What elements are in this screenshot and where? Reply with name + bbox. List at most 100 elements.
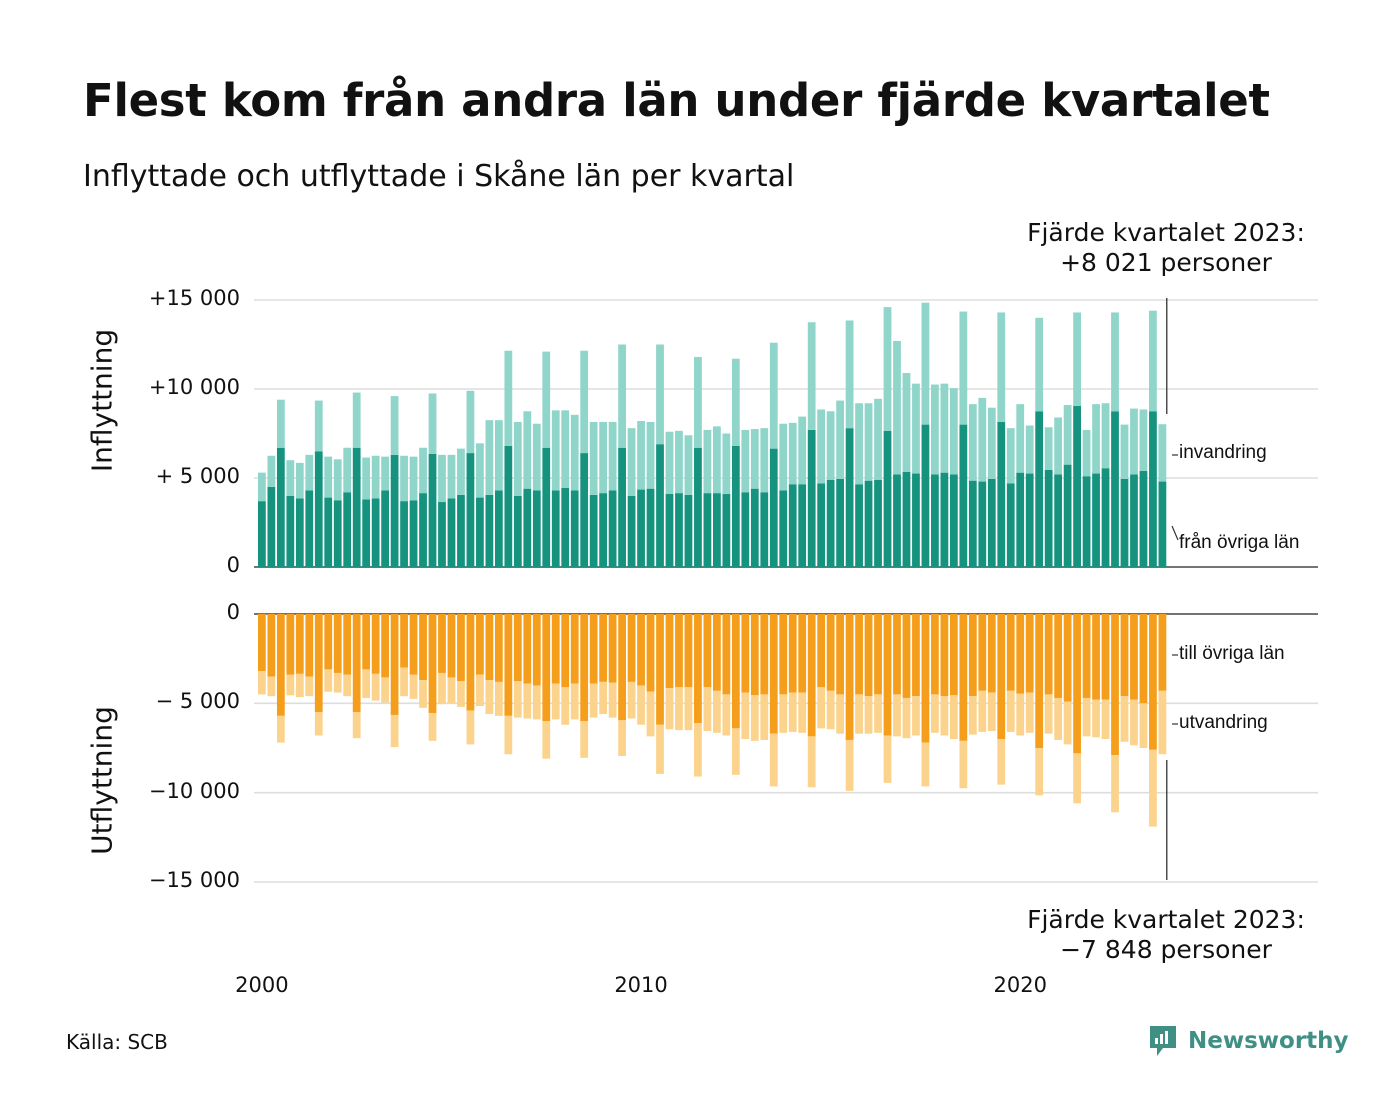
bar-till-ovriga-lan xyxy=(864,614,873,697)
bar-till-ovriga-lan xyxy=(276,614,285,716)
bar-till-ovriga-lan xyxy=(1120,614,1129,697)
bar-till-ovriga-lan xyxy=(362,614,371,670)
bar-invandring xyxy=(656,344,664,445)
bar-fran-ovriga-lan xyxy=(883,430,892,567)
bar-utvandring xyxy=(1063,701,1072,745)
bar-till-ovriga-lan xyxy=(494,614,503,682)
bar-fran-ovriga-lan xyxy=(845,428,854,567)
bar-invandring xyxy=(542,351,551,448)
bar-till-ovriga-lan xyxy=(409,614,418,675)
bar-till-ovriga-lan xyxy=(1025,614,1034,693)
bar-utvandring xyxy=(912,696,920,736)
annotation-top-line2: +8 021 personer xyxy=(1060,248,1272,277)
bar-invandring xyxy=(352,392,361,448)
bar-till-ovriga-lan xyxy=(1006,614,1015,691)
bar-utvandring xyxy=(1082,697,1091,737)
bar-till-ovriga-lan xyxy=(656,614,664,725)
bar-till-ovriga-lan xyxy=(1082,614,1091,698)
bar-utvandring xyxy=(959,740,968,789)
bar-utvandring xyxy=(931,694,939,733)
bar-utvandring xyxy=(485,680,494,715)
bar-fran-ovriga-lan xyxy=(286,495,295,567)
bar-utvandring xyxy=(940,696,949,736)
bar-fran-ovriga-lan xyxy=(665,494,674,567)
bar-fran-ovriga-lan xyxy=(836,478,845,567)
bar-invandring xyxy=(438,454,446,503)
bar-invandring xyxy=(390,396,399,455)
bar-utvandring xyxy=(807,736,816,788)
bar-invandring xyxy=(305,454,314,491)
bar-utvandring xyxy=(987,692,996,732)
chart-subtitle: Inflyttade och utflyttade i Skåne län pe… xyxy=(83,159,795,194)
bar-invandring xyxy=(343,447,352,493)
bar-utvandring xyxy=(1073,753,1081,804)
bar-utvandring xyxy=(627,681,636,719)
bar-utvandring xyxy=(362,669,371,698)
bar-fran-ovriga-lan xyxy=(864,480,873,567)
bar-utvandring xyxy=(504,715,513,755)
x-tick-label: 2020 xyxy=(993,973,1047,997)
bar-fran-ovriga-lan xyxy=(731,445,740,567)
bar-invandring xyxy=(694,356,702,448)
bar-utvandring xyxy=(665,688,674,730)
bar-invandring xyxy=(457,448,465,495)
bar-invandring xyxy=(400,455,408,502)
bar-fran-ovriga-lan xyxy=(1101,468,1110,567)
bar-utvandring xyxy=(855,694,863,734)
annotation-top-line1: Fjärde kvartalet 2023: xyxy=(1027,218,1305,247)
bar-till-ovriga-lan xyxy=(646,614,655,692)
bar-utvandring xyxy=(608,682,617,718)
bar-till-ovriga-lan xyxy=(1016,614,1025,694)
bar-invandring xyxy=(494,420,503,491)
bar-fran-ovriga-lan xyxy=(343,492,352,567)
bar-till-ovriga-lan xyxy=(457,614,465,681)
bar-utvandring xyxy=(551,683,560,720)
newsworthy-icon xyxy=(1150,1026,1176,1056)
bar-fran-ovriga-lan xyxy=(599,493,608,567)
bar-till-ovriga-lan xyxy=(987,614,996,693)
bar-till-ovriga-lan xyxy=(675,614,683,688)
bar-utvandring xyxy=(532,685,541,720)
y-tick-label-top: + 5 000 xyxy=(155,464,240,488)
bar-utvandring xyxy=(343,674,352,697)
bar-fran-ovriga-lan xyxy=(675,493,683,567)
bar-till-ovriga-lan xyxy=(703,614,712,688)
bar-fran-ovriga-lan xyxy=(722,494,731,567)
bar-till-ovriga-lan xyxy=(513,614,522,681)
y-tick-label-bottom: 0 xyxy=(226,600,240,624)
bar-fran-ovriga-lan xyxy=(428,453,437,567)
bar-fran-ovriga-lan xyxy=(1149,411,1157,567)
bar-fran-ovriga-lan xyxy=(779,490,788,567)
bar-utvandring xyxy=(589,683,598,718)
bar-invandring xyxy=(855,403,863,485)
bar-fran-ovriga-lan xyxy=(333,500,342,567)
bar-till-ovriga-lan xyxy=(485,614,494,681)
bar-utvandring xyxy=(1016,693,1025,736)
bar-till-ovriga-lan xyxy=(1101,614,1110,700)
y-tick-label-bottom: −15 000 xyxy=(148,868,240,892)
annotation-bottom-line2: −7 848 personer xyxy=(1060,935,1272,964)
bar-utvandring xyxy=(798,692,807,733)
bar-till-ovriga-lan xyxy=(779,614,788,695)
bar-invandring xyxy=(362,457,371,500)
bar-fran-ovriga-lan xyxy=(1092,473,1100,567)
bar-utvandring xyxy=(968,696,977,735)
bar-fran-ovriga-lan xyxy=(542,447,551,567)
bar-utvandring xyxy=(656,724,664,774)
bar-invandring xyxy=(987,407,996,479)
bar-fran-ovriga-lan xyxy=(798,484,807,567)
bar-till-ovriga-lan xyxy=(551,614,560,684)
bar-till-ovriga-lan xyxy=(817,614,826,688)
bar-till-ovriga-lan xyxy=(1139,614,1148,704)
bar-fran-ovriga-lan xyxy=(532,490,541,567)
bar-invandring xyxy=(817,409,826,484)
bar-invandring xyxy=(466,390,475,454)
bar-till-ovriga-lan xyxy=(542,614,551,722)
bar-invandring xyxy=(1054,417,1063,475)
bar-fran-ovriga-lan xyxy=(1006,483,1015,567)
bar-fran-ovriga-lan xyxy=(258,501,266,567)
bar-till-ovriga-lan xyxy=(1111,614,1119,756)
bar-till-ovriga-lan xyxy=(731,614,740,729)
bar-fran-ovriga-lan xyxy=(305,490,314,567)
bar-fran-ovriga-lan xyxy=(817,483,826,567)
